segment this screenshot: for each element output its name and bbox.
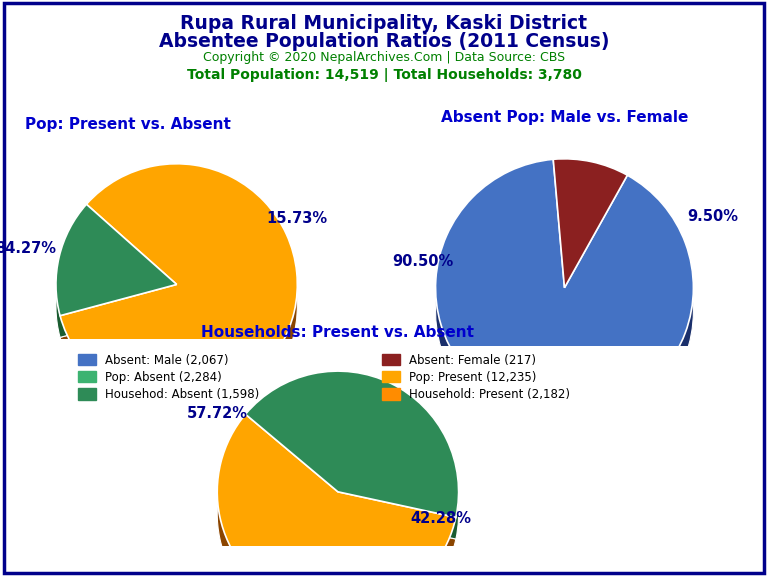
- Legend: Absent: Male (2,067), Pop: Absent (2,284), Househod: Absent (1,598): Absent: Male (2,067), Pop: Absent (2,284…: [78, 354, 260, 401]
- Wedge shape: [56, 226, 177, 338]
- Wedge shape: [435, 160, 694, 416]
- Text: Total Population: 14,519 | Total Households: 3,780: Total Population: 14,519 | Total Househo…: [187, 68, 581, 82]
- Wedge shape: [60, 185, 297, 427]
- Text: 9.50%: 9.50%: [687, 209, 738, 224]
- Wedge shape: [246, 393, 458, 539]
- Text: 84.27%: 84.27%: [0, 241, 56, 256]
- Wedge shape: [217, 436, 456, 576]
- Wedge shape: [60, 164, 297, 405]
- Wedge shape: [56, 204, 177, 316]
- Text: Copyright © 2020 NepalArchives.Com | Data Source: CBS: Copyright © 2020 NepalArchives.Com | Dat…: [203, 51, 565, 64]
- Wedge shape: [246, 371, 458, 517]
- Wedge shape: [553, 159, 627, 288]
- Text: 15.73%: 15.73%: [266, 211, 328, 226]
- Legend: Absent: Female (217), Pop: Present (12,235), Household: Present (2,182): Absent: Female (217), Pop: Present (12,2…: [382, 354, 570, 401]
- Text: Pop: Present vs. Absent: Pop: Present vs. Absent: [25, 118, 230, 132]
- Wedge shape: [553, 182, 627, 311]
- Wedge shape: [217, 414, 456, 576]
- Title: Absent Pop: Male vs. Female: Absent Pop: Male vs. Female: [441, 111, 688, 126]
- Text: 90.50%: 90.50%: [392, 255, 453, 270]
- Text: 42.28%: 42.28%: [410, 511, 471, 526]
- Text: Rupa Rural Municipality, Kaski District: Rupa Rural Municipality, Kaski District: [180, 14, 588, 33]
- Wedge shape: [435, 183, 694, 440]
- Title: Households: Present vs. Absent: Households: Present vs. Absent: [201, 325, 475, 340]
- Text: Absentee Population Ratios (2011 Census): Absentee Population Ratios (2011 Census): [159, 32, 609, 51]
- Text: 57.72%: 57.72%: [187, 406, 248, 421]
